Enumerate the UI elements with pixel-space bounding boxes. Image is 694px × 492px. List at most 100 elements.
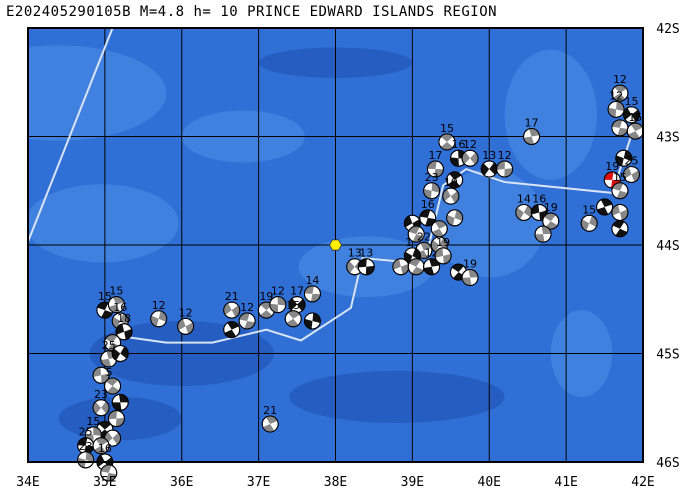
- event-magnitude-label: 15: [98, 290, 112, 303]
- event-magnitude-label: 12: [498, 149, 512, 162]
- longitude-tick-label: 37E: [247, 475, 270, 490]
- bathymetry-patch: [289, 370, 505, 423]
- focal-mechanism: [407, 258, 425, 276]
- bathymetry-patch: [28, 45, 167, 141]
- bathymetry-layer: [28, 45, 613, 441]
- longitude-tick-label: 40E: [478, 475, 501, 490]
- focal-mechanism: [303, 312, 321, 330]
- focal-mechanism: 23: [92, 388, 110, 417]
- latitude-tick-label: 43S: [656, 131, 679, 146]
- event-magnitude-label: 25: [624, 154, 638, 167]
- event-magnitude-label: 19: [544, 201, 558, 214]
- event-magnitude-label: 23: [79, 440, 93, 453]
- focal-mechanism: [430, 220, 448, 238]
- longitude-tick-label: 42E: [631, 475, 654, 490]
- event-magnitude-label: 22: [417, 230, 431, 243]
- latitude-tick-label: 44S: [656, 239, 679, 254]
- event-magnitude-label: 17: [428, 149, 442, 162]
- longitude-tick-label: 34E: [16, 475, 39, 490]
- longitude-tick-label: 38E: [324, 475, 347, 490]
- focal-mechanism: [92, 366, 110, 384]
- focal-mechanism: 16: [419, 198, 437, 227]
- focal-mechanism: 23: [423, 171, 441, 200]
- event-magnitude-label: 15: [613, 171, 627, 184]
- epicenter-hexagon: [329, 239, 342, 251]
- longitude-tick-label: 35E: [93, 475, 116, 490]
- focal-mechanism: 25: [622, 154, 640, 183]
- focal-mechanism: [92, 437, 110, 455]
- event-magnitude-label: 21: [263, 404, 277, 417]
- focal-mechanism: 12: [496, 149, 514, 178]
- event-magnitude-label: 15: [624, 95, 638, 108]
- focal-mechanism: 15: [580, 203, 598, 232]
- latitude-tick-label: 46S: [656, 456, 679, 471]
- focal-mechanism: 12: [611, 73, 629, 102]
- focal-mechanism: 10: [442, 176, 460, 205]
- focal-mechanism: [446, 209, 464, 227]
- event-magnitude-label: 12: [179, 306, 193, 319]
- event-magnitude-label: 13: [482, 149, 496, 162]
- focal-mechanism: 15: [611, 171, 629, 200]
- map-frame-border: [27, 27, 644, 463]
- event-magnitude-label: 25: [102, 339, 116, 352]
- event-magnitude-label: 23: [425, 171, 439, 184]
- event-magnitude-label: 12: [609, 89, 623, 102]
- event-magnitude-label: 13: [359, 247, 373, 260]
- latitude-tick-label: 42S: [656, 22, 679, 37]
- focal-mechanism: 15: [438, 122, 456, 151]
- focal-mechanism: 16: [111, 301, 129, 330]
- longitude-tick-label: 36E: [170, 475, 193, 490]
- focal-mechanism: [596, 198, 614, 216]
- focal-mechanism: 17: [523, 117, 541, 145]
- focal-mechanism: 12: [150, 299, 168, 328]
- focal-mechanism: 12: [177, 306, 195, 335]
- focal-mechanism: 23: [77, 440, 95, 469]
- focal-mechanism: 21: [261, 404, 279, 433]
- focal-mechanism: 13: [357, 247, 375, 276]
- focal-mechanism: 12: [461, 138, 479, 167]
- event-magnitude-label: 25: [79, 426, 93, 439]
- event-magnitude-label: 12: [240, 301, 254, 314]
- event-magnitude-label: 1: [405, 236, 412, 249]
- focal-mechanism: 15: [107, 285, 125, 314]
- focal-mechanism: [534, 225, 552, 243]
- longitude-tick-label: 39E: [401, 475, 424, 490]
- focal-mechanism: 17: [426, 149, 444, 178]
- plate-boundary-line: [28, 28, 114, 243]
- focal-mechanism: 14: [515, 192, 533, 221]
- event-magnitude-label: 5: [106, 366, 113, 379]
- focal-mechanism: [392, 258, 410, 276]
- longitude-tick-label: 41E: [554, 475, 577, 490]
- event-magnitude-label: 19: [605, 160, 619, 173]
- focal-mechanism: 12: [607, 89, 625, 118]
- focal-mechanism: [223, 321, 241, 339]
- focal-mechanism: [100, 464, 118, 482]
- focal-mechanism: [111, 393, 129, 411]
- event-magnitude-label: 14: [517, 192, 531, 205]
- focal-mechanism: [611, 220, 629, 238]
- event-magnitude-label: 12: [613, 73, 627, 86]
- focal-mechanism: 19: [461, 258, 479, 287]
- event-magnitude-label: 16: [532, 192, 546, 205]
- focal-mechanism: [611, 119, 629, 137]
- event-magnitude-label: 16: [421, 198, 435, 211]
- event-magnitude-label: 18: [117, 312, 131, 325]
- focal-mechanism: 19: [542, 201, 560, 230]
- map-title: E202405290105B M=4.8 h= 10 PRINCE EDWARD…: [6, 4, 498, 20]
- event-magnitude-label: 16: [98, 442, 112, 455]
- bathymetry-patch: [504, 49, 597, 180]
- event-magnitude-label: 19: [463, 258, 477, 271]
- event-magnitude-label: 17: [525, 117, 539, 130]
- event-magnitude-label: 19: [436, 236, 450, 249]
- event-magnitude-label: 12: [463, 138, 477, 151]
- focal-mechanism: 21: [223, 290, 241, 319]
- focal-mechanism: [107, 410, 125, 428]
- focal-mechanism: 5: [104, 366, 122, 395]
- event-magnitude-label: 19: [259, 290, 273, 303]
- event-magnitude-label: 15: [109, 285, 123, 298]
- event-magnitude-label: 10: [444, 176, 458, 189]
- event-magnitude-label: 17: [290, 285, 304, 298]
- event-magnitude-label: 14: [305, 274, 319, 287]
- event-magnitude-label: 15: [628, 111, 642, 124]
